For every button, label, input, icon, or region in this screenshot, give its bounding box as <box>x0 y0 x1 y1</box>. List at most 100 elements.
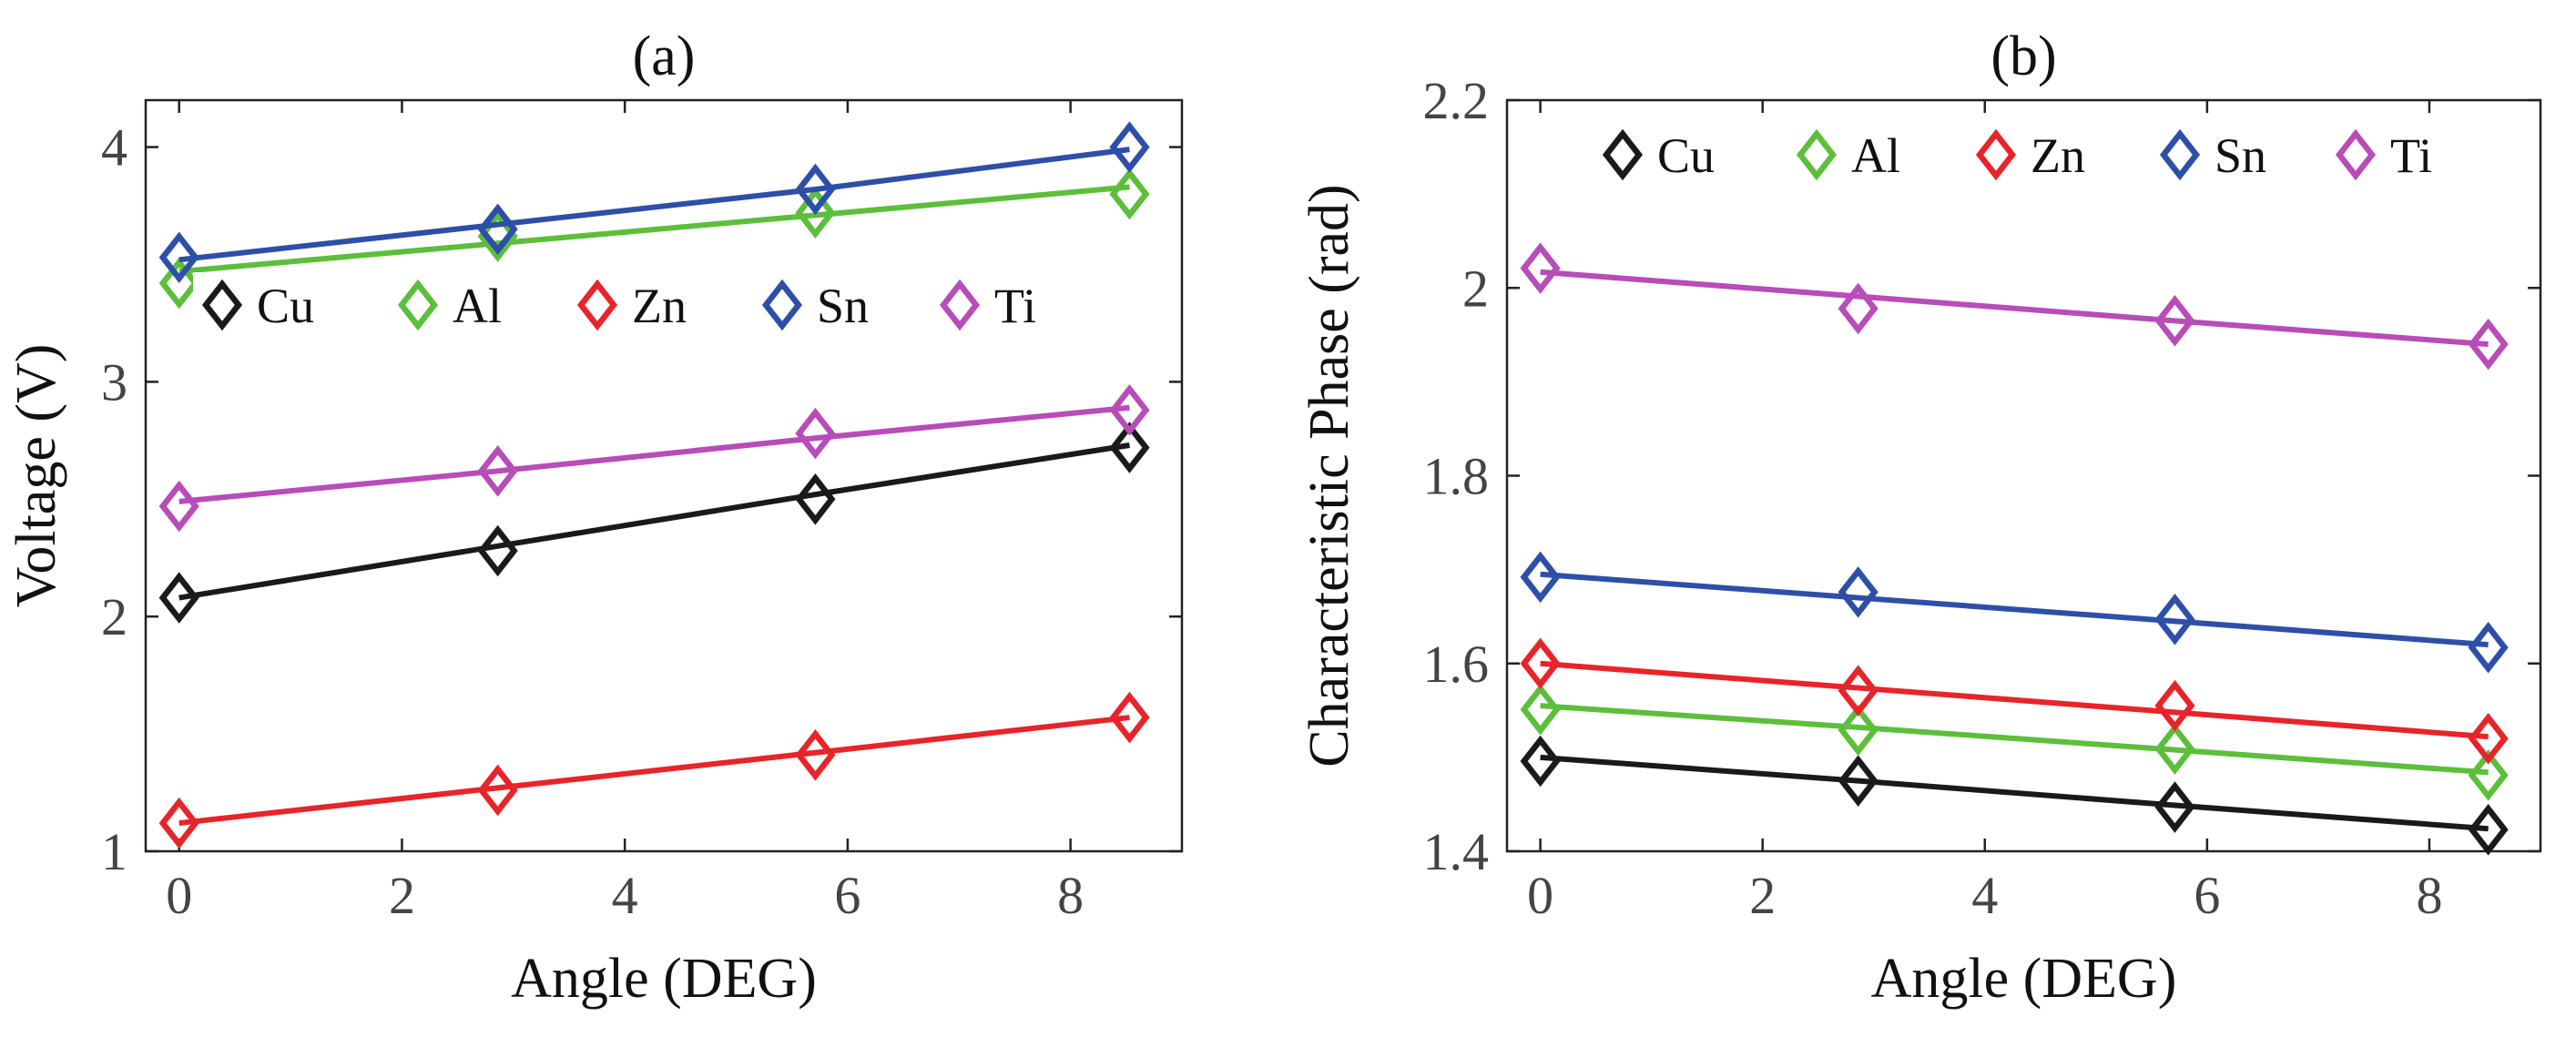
data-point <box>477 445 518 497</box>
legend-marker <box>397 279 439 331</box>
legend-label: Ti <box>994 279 1036 333</box>
data-point <box>158 257 199 310</box>
series-ti <box>158 384 1150 533</box>
series-line <box>178 404 1130 504</box>
x-tick-label: 6 <box>2194 866 2220 925</box>
legend-label: Sn <box>817 279 869 333</box>
legend-item: Cu <box>1602 128 1715 183</box>
legend-item: Al <box>1796 128 1900 183</box>
data-point <box>158 572 199 624</box>
series-al <box>1520 683 2509 801</box>
legend-marker <box>1975 128 2017 181</box>
x-tick-label: 4 <box>1971 866 1998 925</box>
data-point <box>795 163 836 216</box>
x-axis-label: Angle (DEG) <box>511 948 817 1010</box>
x-axis-label: Angle (DEG) <box>1871 948 2177 1010</box>
x-tick-label: 6 <box>834 866 860 925</box>
legend-item: Ti <box>939 279 1036 333</box>
data-point <box>2154 593 2195 645</box>
data-point <box>1520 242 1561 294</box>
legend-background <box>1593 122 2513 188</box>
series-cu <box>1520 735 2509 856</box>
legend-item: Ti <box>2335 128 2432 183</box>
series-line <box>1540 754 2489 832</box>
legend-label: Cu <box>1657 128 1715 183</box>
series-line <box>1540 571 2489 648</box>
legend-label: Cu <box>257 279 314 333</box>
data-point <box>477 203 518 256</box>
data-point <box>795 187 836 239</box>
series-line <box>1540 269 2489 348</box>
y-tick-label: 3 <box>101 352 127 412</box>
series-line <box>178 442 1130 601</box>
legend-item: Sn <box>761 279 869 333</box>
y-axis-label: Characteristic Phase (rad) <box>1298 184 1360 767</box>
legend-item: Cu <box>201 279 314 333</box>
series-line <box>178 147 1130 263</box>
data-point <box>2154 295 2195 347</box>
series-sn <box>158 121 1150 284</box>
data-point <box>477 524 518 577</box>
data-point <box>1520 735 1561 788</box>
chart-title: (a) <box>633 25 696 87</box>
data-point <box>795 473 836 525</box>
data-point <box>2154 781 2195 833</box>
data-point <box>1109 422 1150 473</box>
data-point <box>477 210 518 262</box>
data-point <box>1520 683 1561 736</box>
y-tick-label: 2.2 <box>1423 71 1490 130</box>
legend-marker <box>761 279 803 331</box>
plot-area-0 <box>144 98 1184 853</box>
data-point <box>1520 551 1561 604</box>
y-tick-label: 1.4 <box>1423 822 1490 881</box>
data-point <box>1109 168 1150 220</box>
series-al <box>158 168 1150 310</box>
data-point <box>795 729 836 781</box>
data-point <box>2468 318 2509 371</box>
x-tick-label: 0 <box>1527 866 1553 925</box>
series-ti <box>1520 242 2509 371</box>
series-line <box>1540 660 2489 740</box>
data-point <box>2468 621 2509 674</box>
y-tick-label: 1.8 <box>1423 447 1490 506</box>
x-tick-label: 8 <box>2416 866 2442 925</box>
chart-panel-0: 0 2 4 6 8 1 2 3 4 (a) Angle (DEG) Voltage (V) Cu Al Zn… <box>5 25 1184 1010</box>
legend-item: Al <box>397 279 502 333</box>
data-point <box>2468 712 2509 765</box>
series-cu <box>158 422 1150 624</box>
x-tick-label: 8 <box>1057 866 1084 925</box>
legend-marker <box>1602 128 1644 181</box>
x-tick-label: 0 <box>166 866 192 925</box>
y-tick-label: 2 <box>1462 259 1489 318</box>
data-point <box>1838 665 1879 717</box>
data-point <box>1838 755 1879 807</box>
legend-label: Zn <box>2031 128 2085 183</box>
chart-title: (b) <box>1991 25 2056 87</box>
legend-marker <box>2159 128 2201 181</box>
y-tick-label: 1.6 <box>1423 635 1490 694</box>
legend-marker <box>576 279 618 331</box>
legend: Cu Al Zn Sn Ti <box>193 272 1113 338</box>
data-point <box>2468 749 2509 801</box>
data-point <box>1109 691 1150 744</box>
legend-marker <box>2335 128 2377 181</box>
series-sn <box>1520 551 2509 674</box>
x-tick-label: 4 <box>612 866 638 925</box>
data-point <box>2468 803 2509 856</box>
data-point <box>158 231 199 284</box>
chart-panel-1: 0 2 4 6 8 1.4 1.6 1.8 2 2.2 (b) Angle (DEG) Characte… <box>1298 25 2542 1010</box>
data-point <box>1109 121 1150 173</box>
data-point <box>1838 282 1879 335</box>
series-line <box>1540 703 2489 776</box>
series-zn <box>158 691 1150 849</box>
series-line <box>178 184 1130 275</box>
legend: Cu Al Zn Sn Ti <box>1593 122 2513 188</box>
legend-label: Al <box>1851 128 1900 183</box>
data-point <box>158 797 199 849</box>
y-tick-label: 4 <box>101 118 127 178</box>
y-tick-label: 2 <box>101 587 127 646</box>
legend-label: Ti <box>2390 128 2432 183</box>
x-tick-label: 2 <box>1749 866 1776 925</box>
data-point <box>795 407 836 460</box>
